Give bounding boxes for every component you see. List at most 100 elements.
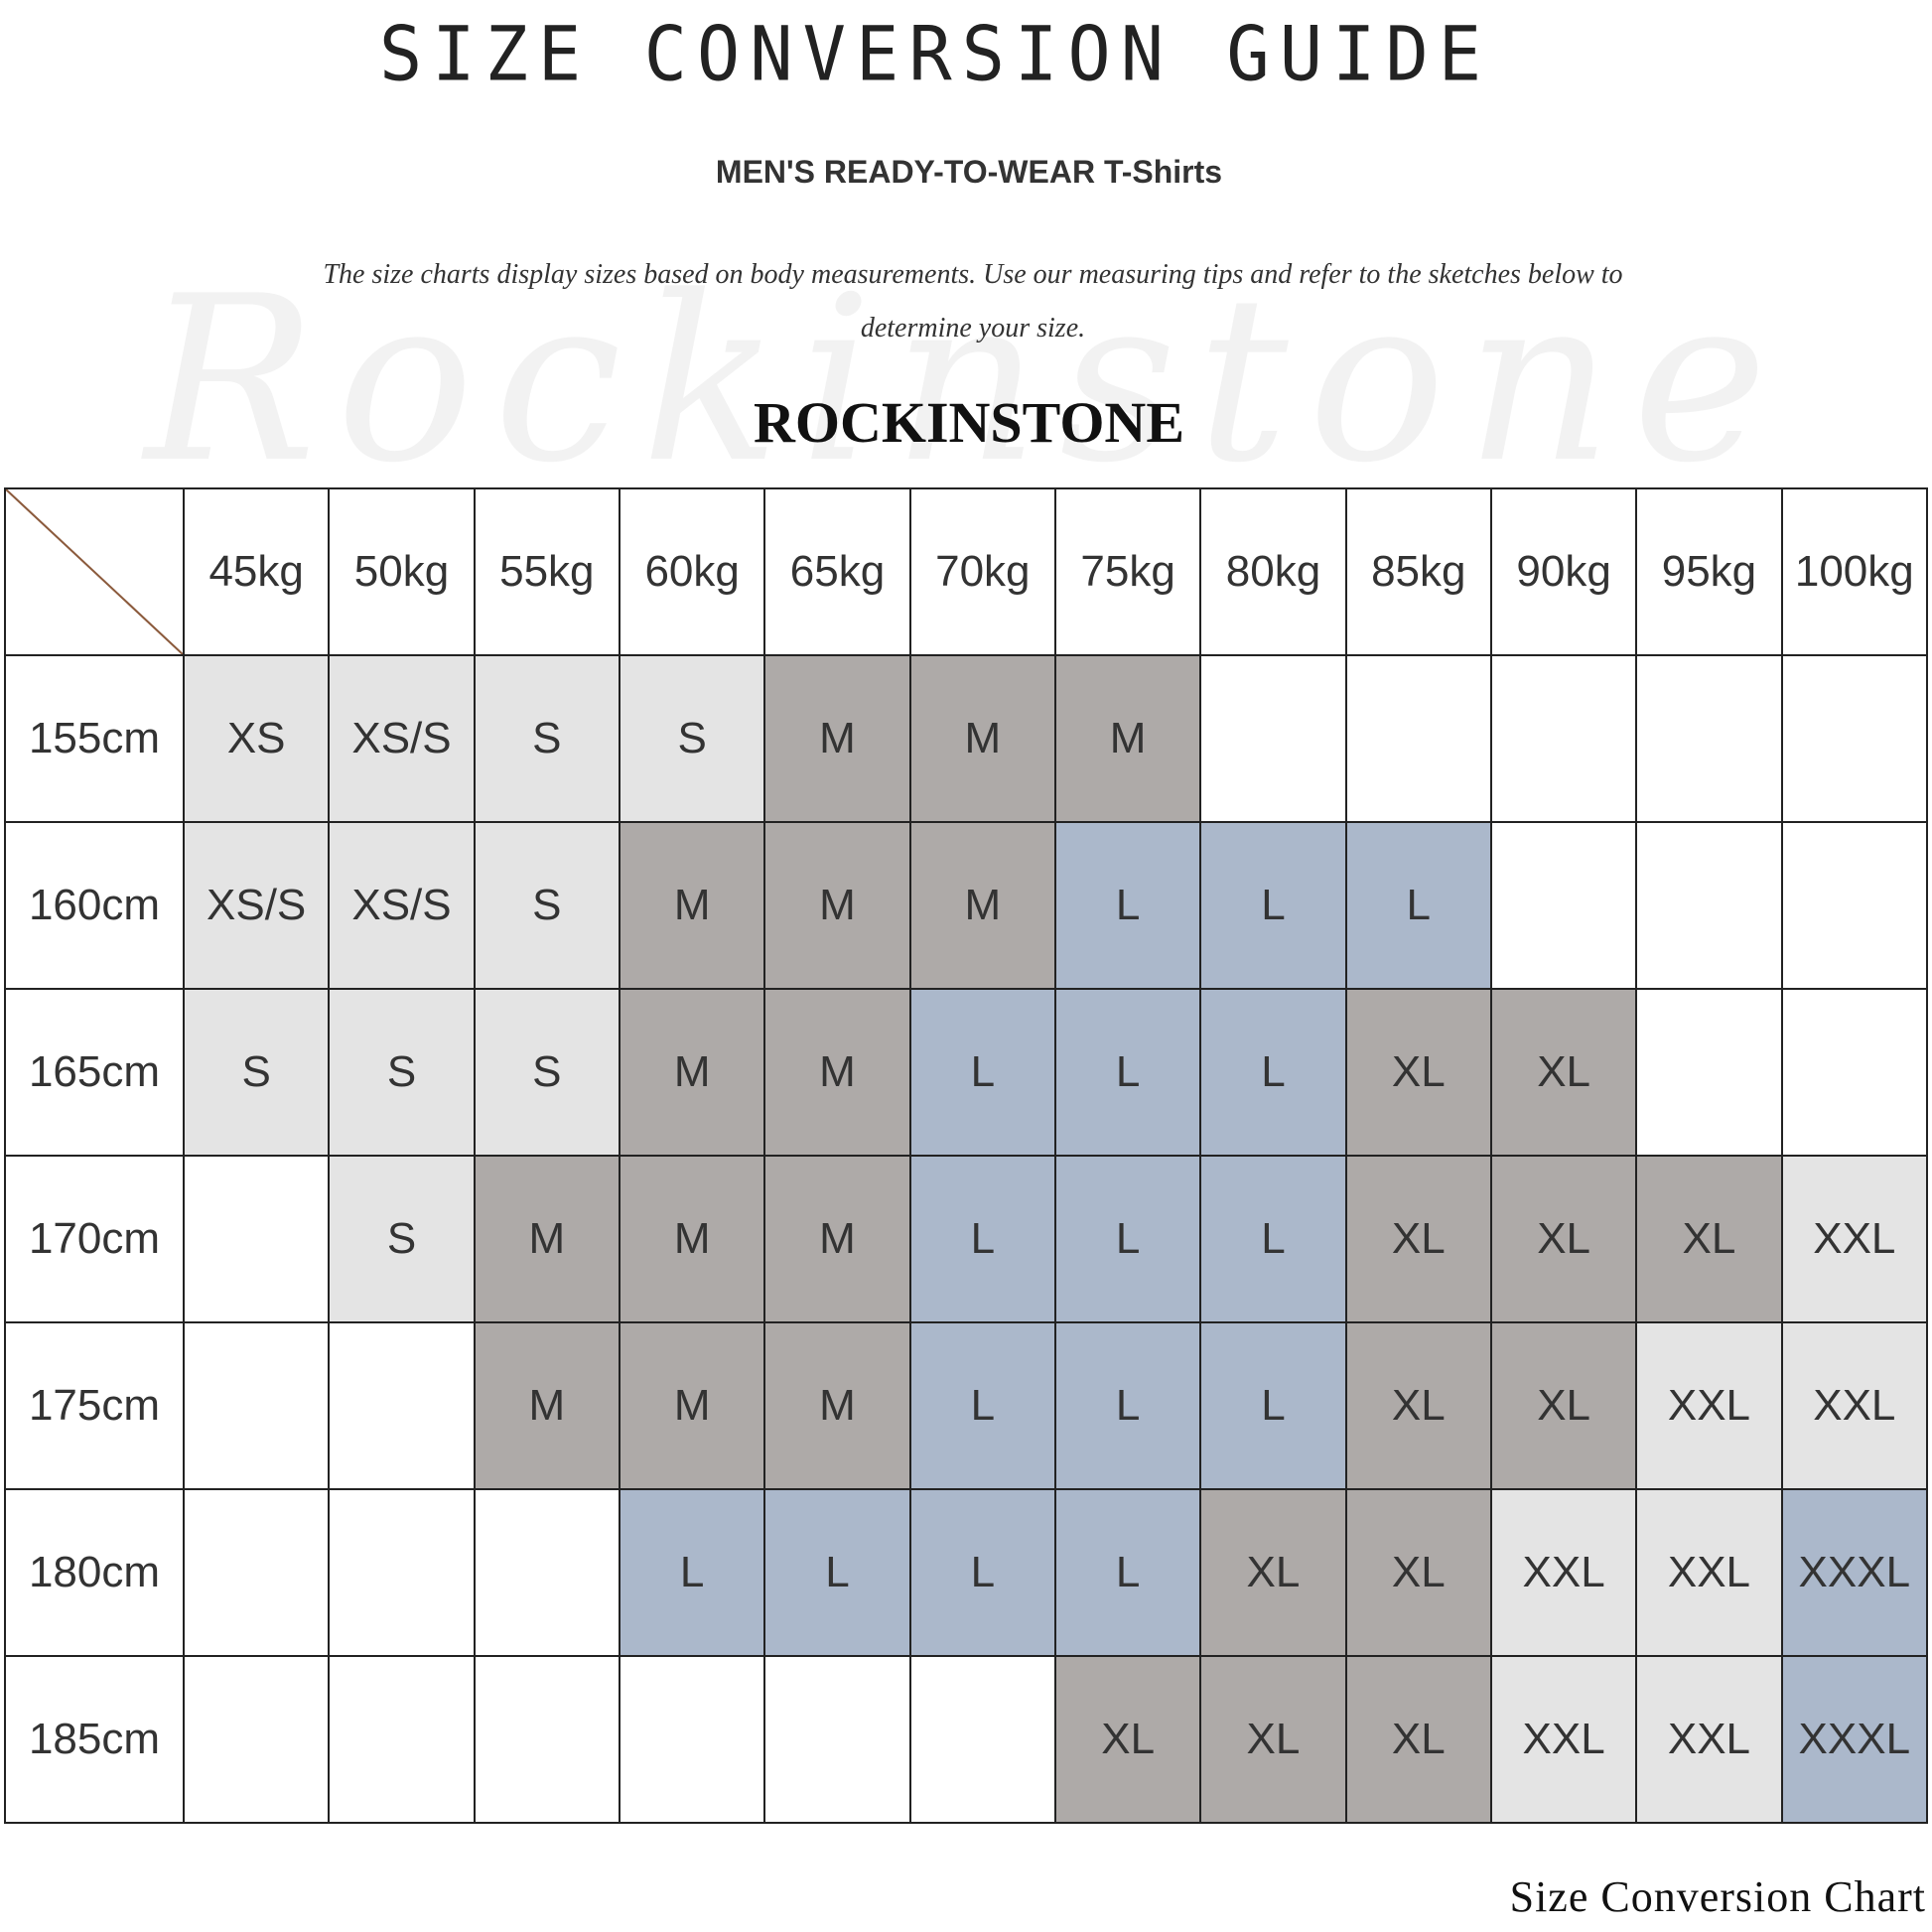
size-cell xyxy=(473,1655,621,1824)
size-cell xyxy=(182,1155,331,1323)
size-cell: XXL xyxy=(1635,1321,1783,1490)
size-cell: M xyxy=(763,988,911,1157)
size-cell xyxy=(328,1488,476,1657)
size-cell xyxy=(182,1655,331,1824)
size-cell xyxy=(1489,654,1638,823)
size-cell xyxy=(1780,821,1929,990)
header-row: 45kg 50kg 55kg 60kg 65kg 70kg 75kg 80kg 85kg 90kg… xyxy=(4,487,1929,656)
size-cell: XL xyxy=(1489,988,1638,1157)
size-cell: XXL xyxy=(1635,1488,1783,1657)
size-cell xyxy=(1635,821,1783,990)
size-cell: S xyxy=(473,988,621,1157)
size-cell xyxy=(182,1488,331,1657)
size-cell xyxy=(1635,654,1783,823)
size-cell: M xyxy=(1053,654,1202,823)
size-cell: S xyxy=(618,654,766,823)
subtitle: MEN'S READY-TO-WEAR T-Shirts xyxy=(715,154,1223,190)
size-cell: S xyxy=(328,1155,476,1323)
size-cell: XL xyxy=(1344,1321,1492,1490)
column-header: 50kg xyxy=(328,487,476,656)
size-cell: L xyxy=(1053,988,1202,1157)
watermark-logo: Rockinstone xyxy=(144,248,1788,513)
size-cell: S xyxy=(473,821,621,990)
size-cell: XXL xyxy=(1780,1155,1929,1323)
corner-cell xyxy=(4,487,185,656)
row-header: 185cm xyxy=(4,1655,185,1824)
size-cell: L xyxy=(1344,821,1492,990)
size-cell: L xyxy=(1199,1155,1347,1323)
column-header: 90kg xyxy=(1489,487,1638,656)
size-cell xyxy=(328,1321,476,1490)
size-cell: L xyxy=(763,1488,911,1657)
size-cell: M xyxy=(763,1321,911,1490)
column-header: 80kg xyxy=(1199,487,1347,656)
size-cell: XL xyxy=(1344,988,1492,1157)
size-cell: XXXL xyxy=(1780,1655,1929,1824)
size-cell: XS/S xyxy=(328,654,476,823)
column-header: 60kg xyxy=(618,487,766,656)
size-cell: XXL xyxy=(1489,1655,1638,1824)
size-cell: L xyxy=(1199,988,1347,1157)
column-header: 95kg xyxy=(1635,487,1783,656)
size-cell xyxy=(1199,654,1347,823)
size-table: 45kg 50kg 55kg 60kg 65kg 70kg 75kg 80kg 85kg 90kg… xyxy=(4,487,1929,1824)
size-cell xyxy=(763,1655,911,1824)
size-cell: XL xyxy=(1199,1655,1347,1824)
row-header: 180cm xyxy=(4,1488,185,1657)
column-header: 70kg xyxy=(908,487,1056,656)
size-cell: XL xyxy=(1489,1321,1638,1490)
table-row: 155cm XS XS/S S S M M M xyxy=(4,654,1929,823)
brand-name: ROCKINSTONE xyxy=(753,390,1185,455)
table-row: 160cm XS/S XS/S S M M M L L L xyxy=(4,821,1929,990)
row-header: 155cm xyxy=(4,654,185,823)
size-cell: XL xyxy=(1635,1155,1783,1323)
size-cell xyxy=(1635,988,1783,1157)
size-cell: XL xyxy=(1199,1488,1347,1657)
row-header: 175cm xyxy=(4,1321,185,1490)
size-cell: XL xyxy=(1489,1155,1638,1323)
size-cell: M xyxy=(473,1155,621,1323)
table-row: 175cm M M M L L L XL XL XXL XXL xyxy=(4,1321,1929,1490)
size-cell xyxy=(473,1488,621,1657)
size-cell: L xyxy=(1199,821,1347,990)
description: The size charts display sizes based on b… xyxy=(323,259,1623,344)
size-cell: M xyxy=(763,821,911,990)
size-cell: L xyxy=(1199,1321,1347,1490)
size-cell: XXXL xyxy=(1780,1488,1929,1657)
size-cell xyxy=(1780,654,1929,823)
size-cell: XS xyxy=(182,654,331,823)
size-cell: M xyxy=(763,654,911,823)
row-header: 165cm xyxy=(4,988,185,1157)
size-cell: M xyxy=(618,1155,766,1323)
size-cell: L xyxy=(1053,1488,1202,1657)
table-row: 165cm S S S M M L L L XL XL xyxy=(4,988,1929,1157)
size-cell xyxy=(908,1655,1056,1824)
column-header: 85kg xyxy=(1344,487,1492,656)
column-header: 65kg xyxy=(763,487,911,656)
page-title: SIZE CONVERSION GUIDE xyxy=(378,9,1492,98)
size-cell: S xyxy=(473,654,621,823)
size-cell: S xyxy=(182,988,331,1157)
column-header: 75kg xyxy=(1053,487,1202,656)
column-header: 45kg xyxy=(182,487,331,656)
size-cell: XS/S xyxy=(328,821,476,990)
size-cell: L xyxy=(618,1488,766,1657)
size-cell: XL xyxy=(1344,1655,1492,1824)
size-cell: M xyxy=(618,988,766,1157)
size-cell: L xyxy=(908,1321,1056,1490)
size-cell: M xyxy=(763,1155,911,1323)
size-cell: XS/S xyxy=(182,821,331,990)
size-cell: XXL xyxy=(1780,1321,1929,1490)
size-cell: L xyxy=(908,1488,1056,1657)
column-header: 55kg xyxy=(473,487,621,656)
size-cell: L xyxy=(908,988,1056,1157)
table-row: 185cm XL XL XL XXL XXL XXXL xyxy=(4,1655,1929,1824)
size-cell: M xyxy=(908,654,1056,823)
column-header: 100kg xyxy=(1780,487,1929,656)
row-header: 170cm xyxy=(4,1155,185,1323)
size-cell xyxy=(1489,821,1638,990)
size-cell: L xyxy=(1053,1321,1202,1490)
size-cell: L xyxy=(1053,1155,1202,1323)
size-cell: M xyxy=(618,821,766,990)
size-cell xyxy=(328,1655,476,1824)
